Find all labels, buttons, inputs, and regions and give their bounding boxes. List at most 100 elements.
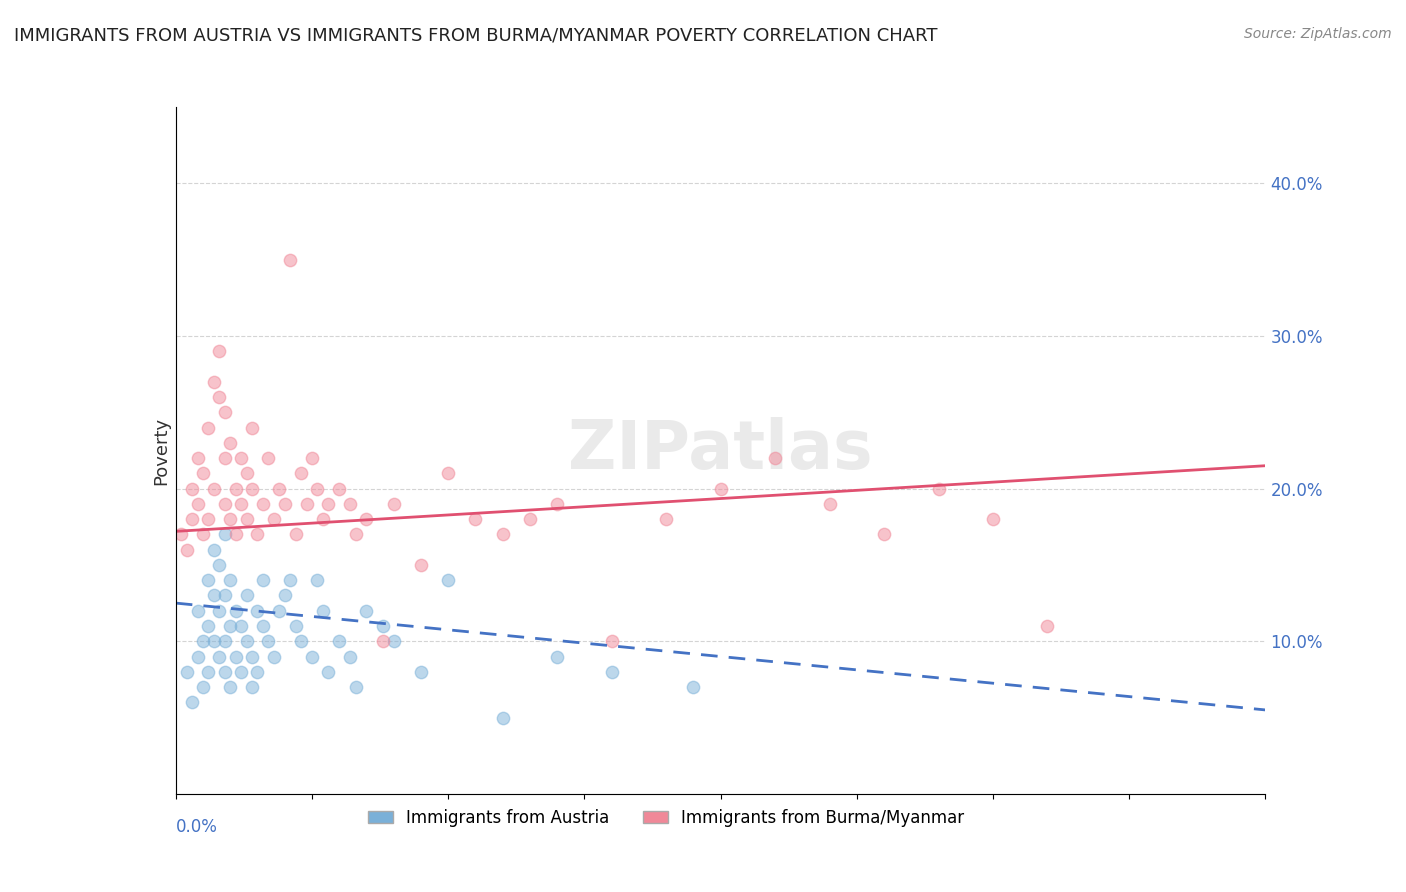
Point	[382, 634, 405, 648]
Point	[312, 604, 335, 618]
Point	[274, 497, 297, 511]
Point	[409, 665, 432, 679]
Text: IMMIGRANTS FROM AUSTRIA VS IMMIGRANTS FROM BURMA/MYANMAR POVERTY CORRELATION CHA: IMMIGRANTS FROM AUSTRIA VS IMMIGRANTS FR…	[14, 27, 938, 45]
Point	[197, 512, 219, 526]
Point	[981, 512, 1004, 526]
Point	[682, 680, 704, 694]
Point	[181, 695, 204, 709]
Text: 0.0%: 0.0%	[176, 818, 218, 836]
Point	[546, 497, 568, 511]
Point	[240, 420, 263, 434]
Point	[181, 512, 204, 526]
Point	[344, 680, 367, 694]
Point	[208, 558, 231, 572]
Point	[191, 467, 214, 481]
Point	[257, 634, 280, 648]
Point	[231, 665, 253, 679]
Point	[225, 527, 247, 541]
Point	[763, 451, 786, 466]
Point	[519, 512, 541, 526]
Y-axis label: Poverty: Poverty	[152, 417, 170, 484]
Point	[197, 573, 219, 587]
Point	[284, 527, 307, 541]
Point	[356, 512, 378, 526]
Point	[274, 589, 297, 603]
Point	[208, 604, 231, 618]
Point	[928, 482, 950, 496]
Point	[356, 604, 378, 618]
Point	[269, 482, 291, 496]
Point	[328, 482, 350, 496]
Point	[219, 619, 242, 633]
Point	[231, 451, 253, 466]
Point	[252, 497, 274, 511]
Point	[246, 604, 269, 618]
Point	[301, 649, 323, 664]
Point	[219, 573, 242, 587]
Point	[202, 375, 225, 389]
Point	[710, 482, 733, 496]
Text: Source: ZipAtlas.com: Source: ZipAtlas.com	[1244, 27, 1392, 41]
Point	[290, 634, 312, 648]
Point	[318, 497, 340, 511]
Point	[235, 634, 257, 648]
Point	[257, 451, 280, 466]
Point	[240, 680, 263, 694]
Point	[371, 619, 394, 633]
Point	[600, 665, 623, 679]
Point	[339, 649, 361, 664]
Point	[278, 252, 301, 267]
Point	[235, 512, 257, 526]
Legend: Immigrants from Austria, Immigrants from Burma/Myanmar: Immigrants from Austria, Immigrants from…	[361, 802, 972, 834]
Point	[214, 589, 236, 603]
Point	[409, 558, 432, 572]
Point	[186, 451, 209, 466]
Point	[318, 665, 340, 679]
Point	[176, 665, 198, 679]
Point	[197, 619, 219, 633]
Point	[873, 527, 896, 541]
Point	[191, 527, 214, 541]
Point	[344, 527, 367, 541]
Text: ZIPatlas: ZIPatlas	[568, 417, 873, 483]
Point	[214, 634, 236, 648]
Point	[202, 542, 225, 557]
Point	[235, 467, 257, 481]
Point	[437, 573, 460, 587]
Point	[170, 527, 193, 541]
Point	[382, 497, 405, 511]
Point	[437, 467, 460, 481]
Point	[186, 497, 209, 511]
Point	[219, 435, 242, 450]
Point	[278, 573, 301, 587]
Point	[231, 619, 253, 633]
Point	[263, 649, 285, 664]
Point	[284, 619, 307, 633]
Point	[219, 680, 242, 694]
Point	[191, 680, 214, 694]
Point	[186, 604, 209, 618]
Point	[818, 497, 841, 511]
Point	[225, 649, 247, 664]
Point	[246, 527, 269, 541]
Point	[208, 344, 231, 359]
Point	[231, 497, 253, 511]
Point	[655, 512, 678, 526]
Point	[1036, 619, 1059, 633]
Point	[219, 512, 242, 526]
Point	[301, 451, 323, 466]
Point	[492, 527, 515, 541]
Point	[269, 604, 291, 618]
Point	[214, 405, 236, 419]
Point	[214, 497, 236, 511]
Point	[202, 482, 225, 496]
Point	[328, 634, 350, 648]
Point	[181, 482, 204, 496]
Point	[307, 573, 329, 587]
Point	[235, 589, 257, 603]
Point	[214, 665, 236, 679]
Point	[546, 649, 568, 664]
Point	[186, 649, 209, 664]
Point	[263, 512, 285, 526]
Point	[225, 604, 247, 618]
